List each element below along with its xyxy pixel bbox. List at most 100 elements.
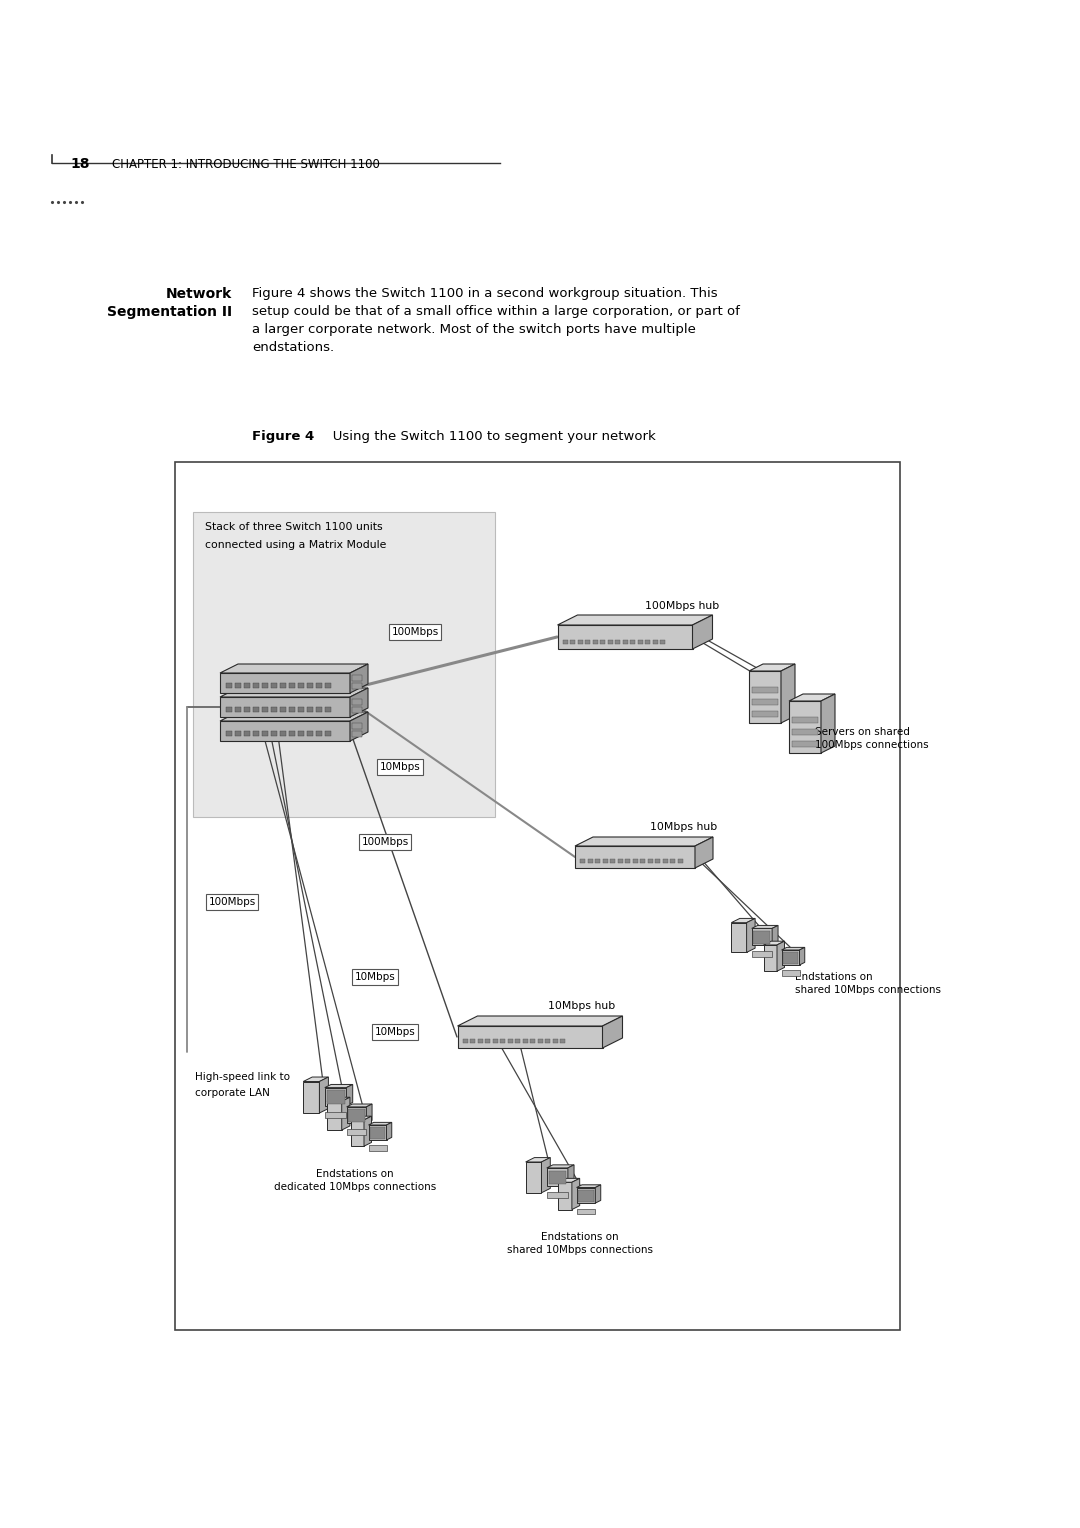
Bar [316,730,322,736]
Bar [253,730,259,736]
Polygon shape [575,847,696,868]
Bar [670,859,675,863]
Polygon shape [568,1164,575,1186]
Bar [578,1190,594,1201]
Polygon shape [351,1115,372,1120]
Polygon shape [325,1085,353,1088]
Bar [752,698,778,704]
Bar [235,730,241,736]
Bar [462,1039,468,1044]
Bar [600,640,605,643]
Bar [593,640,597,643]
Bar [226,730,232,736]
Bar [615,640,620,643]
Bar [352,707,362,714]
Polygon shape [541,1158,551,1193]
Polygon shape [350,665,368,694]
Bar [235,683,241,688]
Polygon shape [320,1077,328,1112]
Bar [648,859,652,863]
Polygon shape [821,694,835,753]
Bar [625,859,630,863]
Text: Endstations on: Endstations on [316,1169,394,1180]
Bar [508,1039,513,1044]
Bar [754,931,770,944]
Polygon shape [350,688,368,717]
Bar [500,1039,505,1044]
Bar [630,640,635,643]
Text: setup could be that of a small office within a large corporation, or part of: setup could be that of a small office wi… [252,306,740,318]
Bar [325,707,330,712]
Bar [752,688,778,694]
Text: Endstations on: Endstations on [541,1232,619,1242]
Text: Segmentation II: Segmentation II [107,306,232,319]
Bar [253,683,259,688]
Polygon shape [558,1183,572,1210]
Bar [307,707,313,712]
Text: Figure 4: Figure 4 [252,429,314,443]
Bar [546,1192,568,1198]
Text: Endstations on: Endstations on [795,972,873,983]
Polygon shape [220,697,350,717]
Bar [633,859,637,863]
Bar [782,970,799,975]
Text: 10Mbps: 10Mbps [380,762,420,772]
Polygon shape [575,837,713,847]
Polygon shape [303,1077,328,1082]
Bar [262,730,268,736]
Text: Servers on shared: Servers on shared [815,727,909,736]
Bar [244,683,249,688]
Text: a larger corporate network. Most of the switch ports have multiple: a larger corporate network. Most of the … [252,322,696,336]
Bar [352,683,362,689]
Polygon shape [595,1184,600,1203]
Bar [654,859,660,863]
Bar [244,730,249,736]
Text: 100Mbps: 100Mbps [362,837,408,847]
Bar [585,640,590,643]
Bar [677,859,683,863]
Text: Stack of three Switch 1100 units: Stack of three Switch 1100 units [205,523,382,532]
Polygon shape [577,1187,595,1203]
Polygon shape [325,1088,347,1106]
Polygon shape [220,712,368,721]
Bar [307,730,313,736]
Bar [352,730,362,736]
Bar [262,707,268,712]
Bar [348,1109,365,1122]
Polygon shape [577,1184,600,1187]
Bar [271,683,276,688]
Polygon shape [731,918,755,923]
Bar [645,640,650,643]
Polygon shape [347,1106,366,1123]
Polygon shape [303,1082,320,1112]
Bar [545,1039,550,1044]
Bar [660,640,665,643]
Polygon shape [789,701,821,753]
Polygon shape [366,1105,372,1123]
Bar [610,859,615,863]
Text: shared 10Mbps connections: shared 10Mbps connections [795,986,941,995]
Bar [326,1091,345,1103]
Text: Figure 4 shows the Switch 1100 in a second workgroup situation. This: Figure 4 shows the Switch 1100 in a seco… [252,287,717,299]
Polygon shape [603,1016,622,1048]
Bar [307,683,313,688]
Bar [622,640,627,643]
Bar [370,1128,384,1138]
Bar [325,683,330,688]
Polygon shape [696,837,713,868]
Polygon shape [546,1164,575,1167]
Polygon shape [458,1025,603,1048]
Polygon shape [368,1125,387,1140]
Bar [280,707,286,712]
Polygon shape [387,1123,392,1140]
Polygon shape [782,947,805,950]
Bar [271,730,276,736]
Polygon shape [750,665,795,671]
Polygon shape [764,944,777,972]
Polygon shape [327,1102,341,1131]
Text: CHAPTER 1: INTRODUCING THE SWITCH 1100: CHAPTER 1: INTRODUCING THE SWITCH 1100 [112,157,380,171]
Bar [352,698,362,704]
Polygon shape [526,1161,541,1193]
Text: connected using a Matrix Module: connected using a Matrix Module [205,539,387,550]
Bar [652,640,658,643]
